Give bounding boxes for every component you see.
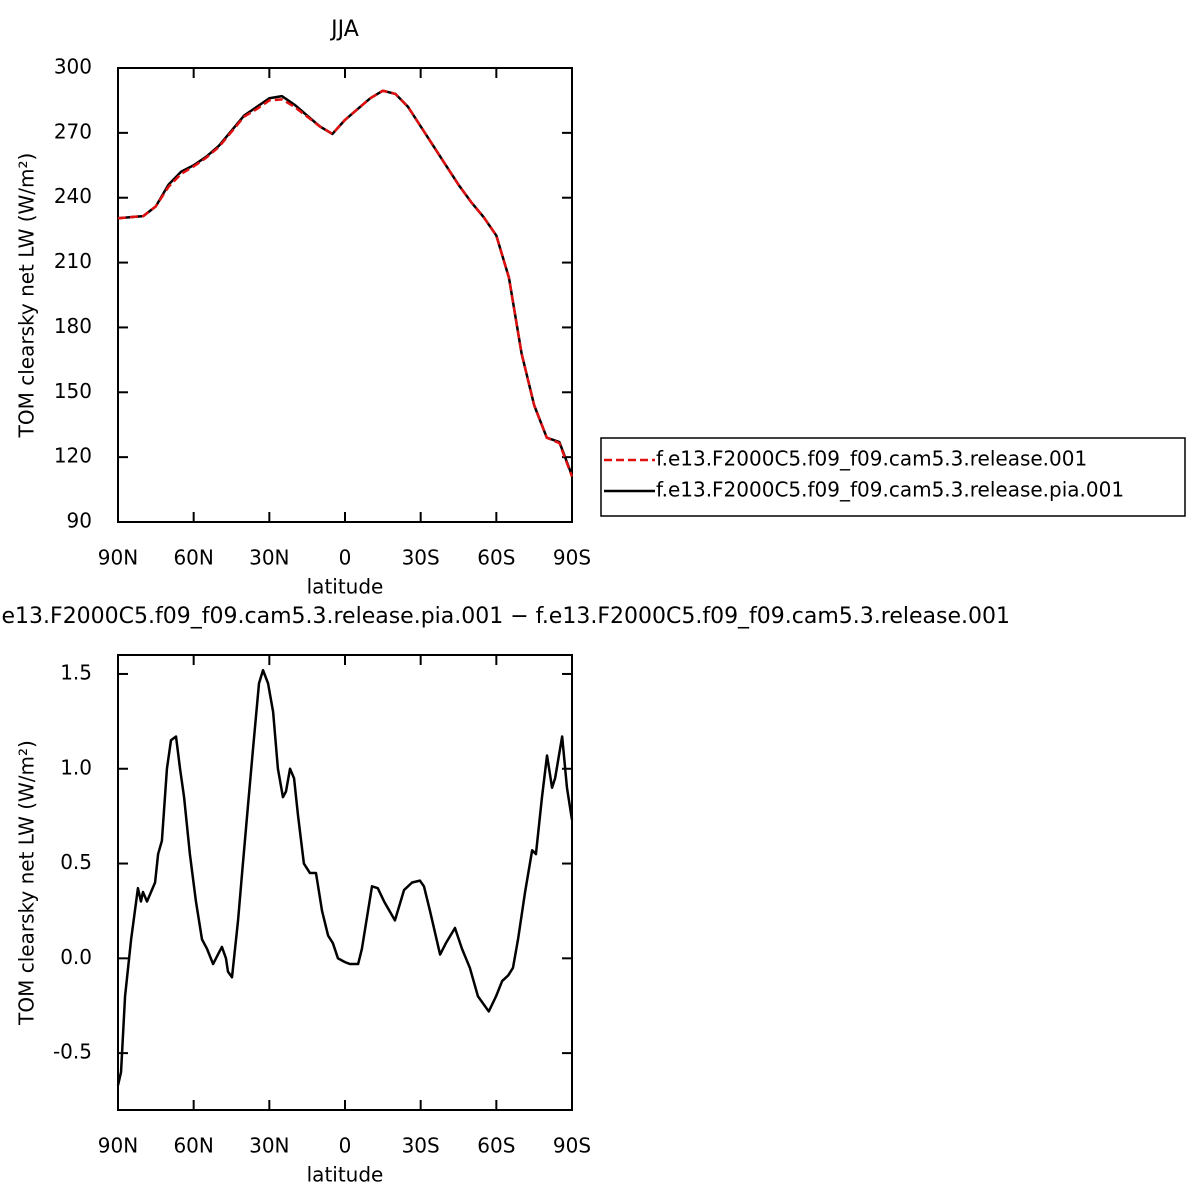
legend-label: f.e13.F2000C5.f09_f09.cam5.3.release.pia… — [656, 478, 1124, 502]
y-tick-label: 270 — [54, 119, 92, 143]
y-tick-label: 90 — [67, 509, 92, 533]
y-tick-label: 1.5 — [60, 660, 92, 684]
x-tick-label: 90N — [98, 1134, 138, 1158]
y-tick-label: 120 — [54, 444, 92, 468]
x-tick-label: 30S — [402, 1134, 440, 1158]
x-tick-label: 60N — [173, 1134, 213, 1158]
x-axis-label: latitude — [307, 1163, 384, 1187]
plot-frame — [117, 654, 573, 1111]
y-tick-label: 240 — [54, 184, 92, 208]
data-line — [117, 89, 574, 476]
y-tick-label: 150 — [54, 379, 92, 403]
legend-box — [600, 437, 1186, 517]
data-line — [117, 89, 574, 478]
legend-label: f.e13.F2000C5.f09_f09.cam5.3.release.001 — [656, 447, 1087, 471]
x-tick-label: 30S — [402, 546, 440, 570]
y-tick-label: 210 — [54, 249, 92, 273]
y-axis-label: TOM clearsky net LW (W/m²) — [15, 153, 39, 439]
data-line — [116, 668, 574, 1086]
x-tick-label: 30N — [249, 546, 289, 570]
x-tick-label: 60S — [477, 546, 515, 570]
y-tick-label: 180 — [54, 314, 92, 338]
chart-title: f.e13.F2000C5.f09_f09.cam5.3.release.pia… — [0, 604, 1010, 629]
x-tick-label: 0 — [339, 1134, 352, 1158]
plot-frame — [117, 67, 573, 523]
x-tick-label: 60S — [477, 1134, 515, 1158]
y-axis-label: TOM clearsky net LW (W/m²) — [15, 740, 39, 1026]
chart-title: JJA — [329, 17, 359, 42]
x-tick-label: 60N — [173, 546, 213, 570]
x-axis-label: latitude — [307, 575, 384, 599]
x-tick-label: 0 — [339, 546, 352, 570]
x-tick-label: 90S — [553, 1134, 591, 1158]
x-tick-label: 90S — [553, 546, 591, 570]
y-tick-label: -0.5 — [53, 1040, 92, 1064]
y-tick-label: 0.5 — [60, 850, 92, 874]
y-tick-label: 300 — [54, 55, 92, 79]
y-tick-label: 1.0 — [60, 755, 92, 779]
y-tick-label: 0.0 — [60, 945, 92, 969]
x-tick-label: 30N — [249, 1134, 289, 1158]
x-tick-label: 90N — [98, 546, 138, 570]
